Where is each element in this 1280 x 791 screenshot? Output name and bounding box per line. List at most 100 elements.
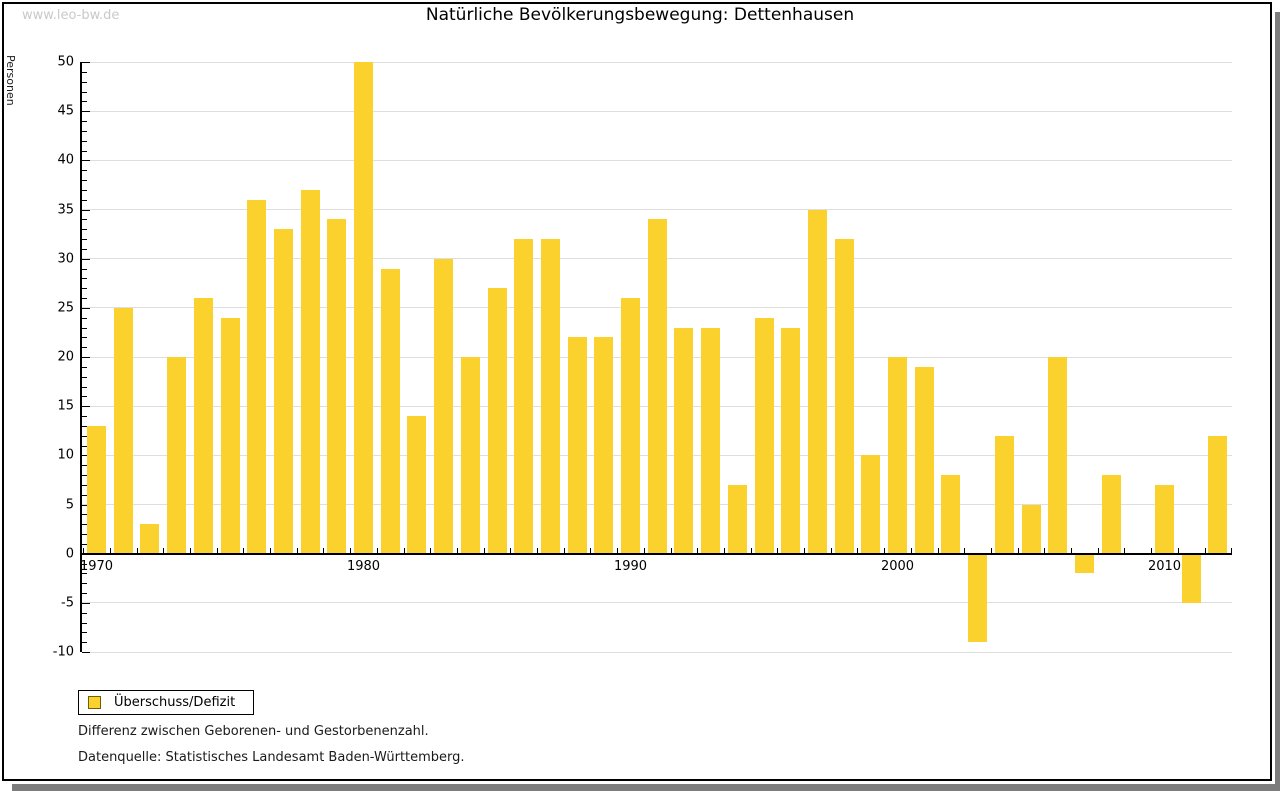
x-tick (1124, 547, 1126, 554)
bar (754, 317, 774, 554)
x-tick (1231, 547, 1233, 554)
plot-area: -10 -5 0 5 10 15 20 25 30 35 40 45 50 1970 1980 1990 200… (53, 55, 1233, 660)
x-tick (590, 547, 592, 554)
y-minor-tick (82, 347, 87, 349)
grid-line (82, 110, 1232, 112)
x-tick (777, 547, 779, 554)
bar (647, 219, 667, 554)
legend-label: Überschuss/Defizit (114, 695, 236, 710)
y-tick-label: -5 (61, 595, 74, 611)
y-minor-tick (82, 71, 87, 73)
watermark: www.leo-bw.de (22, 8, 120, 23)
x-tick (990, 547, 992, 554)
bar (300, 189, 320, 554)
y-minor-tick (82, 593, 87, 594)
y-minor-tick (82, 642, 87, 644)
x-tick (430, 547, 432, 554)
bar (1101, 475, 1121, 554)
y-major-tick (82, 504, 90, 506)
x-tick-label: 1990 (613, 558, 648, 574)
x-tick-label: 2000 (880, 558, 915, 574)
y-tick-label: 30 (57, 251, 74, 267)
y-minor-tick (82, 563, 87, 565)
y-minor-tick (82, 288, 87, 290)
x-tick (750, 547, 752, 554)
bar (273, 229, 293, 554)
bar (834, 239, 854, 554)
x-tick (563, 547, 565, 554)
y-minor-tick (82, 416, 87, 417)
bar (1181, 553, 1201, 603)
y-minor-tick (82, 337, 87, 339)
bar (941, 475, 961, 554)
y-minor-tick (82, 573, 87, 575)
bar (1074, 553, 1094, 574)
y-tick-label: 40 (57, 152, 74, 168)
x-tick (216, 547, 218, 554)
y-minor-tick (82, 170, 87, 172)
x-tick (510, 547, 512, 554)
bar (1021, 504, 1041, 554)
y-major-tick (82, 307, 90, 309)
bar (727, 484, 747, 554)
legend-box: Überschuss/Defizit (78, 690, 255, 715)
bar (1155, 484, 1174, 554)
x-tick (376, 547, 378, 554)
bar (701, 327, 721, 554)
y-minor-tick (82, 632, 87, 634)
bar (140, 524, 160, 554)
x-axis-line (80, 552, 1232, 555)
y-major-tick (82, 111, 90, 113)
y-minor-tick (82, 219, 87, 221)
bar (87, 425, 106, 554)
y-minor-tick (82, 121, 87, 122)
y-minor-tick (82, 445, 87, 447)
y-tick-label: 50 (57, 54, 74, 70)
y-minor-tick (82, 514, 87, 516)
y-minor-tick (82, 268, 87, 270)
x-tick (884, 547, 886, 554)
y-minor-tick (82, 248, 87, 250)
bar (540, 239, 560, 554)
y-tick-label: -10 (52, 644, 74, 660)
y-major-tick (82, 258, 90, 260)
bar (914, 366, 934, 554)
y-major-tick (82, 455, 90, 457)
y-minor-tick (82, 239, 87, 240)
y-minor-tick (82, 317, 87, 319)
x-tick (1151, 547, 1153, 554)
bar (674, 327, 694, 554)
bar (621, 298, 640, 554)
y-minor-tick (82, 534, 87, 535)
y-minor-tick (82, 229, 87, 231)
y-tick-label: 25 (57, 300, 74, 316)
y-axis-title: Personen (4, 55, 17, 106)
grid-line (82, 159, 1232, 161)
x-tick-label: 1980 (346, 558, 381, 574)
x-tick (350, 547, 352, 554)
x-tick-label: 1970 (79, 558, 114, 574)
bar (327, 219, 347, 554)
bar (514, 239, 534, 554)
bar (167, 357, 187, 554)
y-major-tick (82, 160, 90, 162)
bar (193, 298, 213, 554)
bar (1048, 357, 1068, 554)
bar (487, 288, 507, 554)
bar (407, 416, 427, 554)
x-tick (937, 547, 939, 554)
y-minor-tick (82, 376, 87, 378)
x-tick (804, 547, 806, 554)
y-axis-line (80, 62, 82, 652)
legend-swatch-icon (88, 696, 101, 709)
page-title: Natürliche Bevölkerungsbewegung: Dettenh… (425, 5, 855, 25)
x-tick (643, 547, 645, 554)
bar (380, 268, 400, 554)
footnote-source: Datenquelle: Statistisches Landesamt Bad… (78, 750, 465, 765)
bar (113, 307, 133, 554)
y-minor-tick (82, 543, 87, 545)
y-tick-label: 35 (57, 202, 74, 217)
y-minor-tick (82, 386, 87, 388)
y-minor-tick (82, 327, 87, 329)
y-tick-label: 15 (57, 398, 74, 414)
